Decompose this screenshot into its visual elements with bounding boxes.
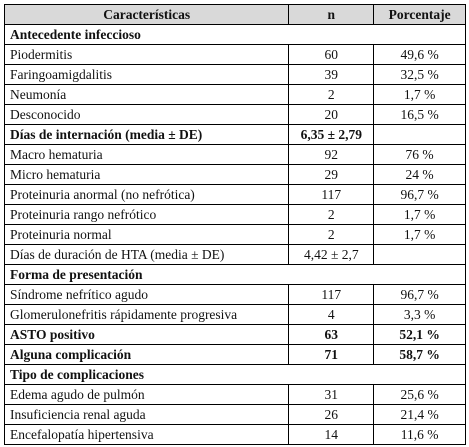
value-cell: 117 bbox=[288, 184, 375, 205]
data-row: Días de duración de HTA (media ± DE) 4,42… bbox=[3, 244, 466, 265]
value-cell: 6,35 ± 2,79 bbox=[288, 124, 375, 145]
data-row: Encefalopatía hipertensiva 14 11,6 % bbox=[3, 424, 466, 445]
value-cell: 96,7 % bbox=[373, 284, 466, 305]
label-cell: Piodermitis bbox=[3, 44, 290, 65]
header-row: Características n Porcentaje bbox=[3, 4, 466, 25]
value-cell: 21,4 % bbox=[373, 404, 466, 425]
label-cell: Forma de presentación bbox=[4, 264, 466, 285]
label-cell: Insuficiencia renal aguda bbox=[3, 404, 290, 425]
label-cell: Micro hematuria bbox=[3, 164, 290, 185]
label-cell: Encefalopatía hipertensiva bbox=[3, 424, 290, 445]
label-cell: Proteinuria rango nefrótico bbox=[3, 204, 290, 225]
label-cell: Macro hematuria bbox=[3, 144, 290, 165]
value-cell: 25,6 % bbox=[373, 384, 466, 405]
label-cell: ASTO positivo bbox=[3, 324, 290, 345]
data-row: Piodermitis 60 49,6 % bbox=[3, 44, 466, 65]
data-row: Desconocido 20 16,5 % bbox=[3, 104, 466, 125]
label-cell: Alguna complicación bbox=[3, 344, 290, 365]
value-cell: 1,7 % bbox=[373, 204, 466, 225]
value-cell: 60 bbox=[288, 44, 375, 65]
empty-cell bbox=[373, 244, 466, 265]
value-cell: 31 bbox=[288, 384, 375, 405]
data-table: Características n Porcentaje Antecedente i… bbox=[3, 4, 466, 445]
label-cell: Faringoamigdalitis bbox=[3, 64, 290, 85]
data-row: Proteinuria normal 2 1,7 % bbox=[3, 224, 466, 245]
label-cell: Antecedente infeccioso bbox=[4, 24, 466, 45]
value-cell: 63 bbox=[288, 324, 375, 345]
value-cell: 24 % bbox=[373, 164, 466, 185]
value-cell: 58,7 % bbox=[373, 344, 466, 365]
value-cell: 39 bbox=[288, 64, 375, 85]
value-cell: 11,6 % bbox=[373, 424, 466, 445]
data-row: Glomerulonefritis rápidamente progresiva… bbox=[3, 304, 466, 325]
header-cell: Características bbox=[3, 4, 290, 25]
value-cell: 96,7 % bbox=[373, 184, 466, 205]
label-cell: Proteinuria normal bbox=[3, 224, 290, 245]
data-row: ASTO positivo 63 52,1 % bbox=[3, 324, 466, 345]
value-cell: 1,7 % bbox=[373, 84, 466, 105]
data-row: Macro hematuria 92 76 % bbox=[3, 144, 466, 165]
value-cell: 52,1 % bbox=[373, 324, 466, 345]
label-cell: Días de duración de HTA (media ± DE) bbox=[3, 244, 290, 265]
value-cell: 3,3 % bbox=[373, 304, 466, 325]
label-cell: Glomerulonefritis rápidamente progresiva bbox=[3, 304, 290, 325]
value-cell: 16,5 % bbox=[373, 104, 466, 125]
header-cell: n bbox=[288, 4, 375, 25]
value-cell: 20 bbox=[288, 104, 375, 125]
value-cell: 14 bbox=[288, 424, 375, 445]
data-row: Faringoamigdalitis 39 32,5 % bbox=[3, 64, 466, 85]
value-cell: 76 % bbox=[373, 144, 466, 165]
value-cell: 2 bbox=[288, 224, 375, 245]
value-cell: 4,42 ± 2,7 bbox=[288, 244, 375, 265]
data-row: Proteinuria anormal (no nefrótica) 117 96,… bbox=[3, 184, 466, 205]
label-cell: Edema agudo de pulmón bbox=[3, 384, 290, 405]
table-body: Antecedente infeccioso Piodermitis 60 49,6 … bbox=[3, 24, 466, 445]
label-cell: Tipo de complicaciones bbox=[4, 364, 466, 385]
value-cell: 4 bbox=[288, 304, 375, 325]
value-cell: 92 bbox=[288, 144, 375, 165]
data-row: Síndrome nefrítico agudo 117 96,7 % bbox=[3, 284, 466, 305]
value-cell: 1,7 % bbox=[373, 224, 466, 245]
data-row: Micro hematuria 29 24 % bbox=[3, 164, 466, 185]
label-cell: Desconocido bbox=[3, 104, 290, 125]
data-row: Edema agudo de pulmón 31 25,6 % bbox=[3, 384, 466, 405]
label-cell: Neumonía bbox=[3, 84, 290, 105]
value-cell: 29 bbox=[288, 164, 375, 185]
value-cell: 49,6 % bbox=[373, 44, 466, 65]
value-cell: 2 bbox=[288, 204, 375, 225]
header-cell: Porcentaje bbox=[373, 4, 466, 25]
table-head: Características n Porcentaje bbox=[3, 4, 466, 25]
value-cell: 71 bbox=[288, 344, 375, 365]
label-cell: Proteinuria anormal (no nefrótica) bbox=[3, 184, 290, 205]
value-cell: 2 bbox=[288, 84, 375, 105]
value-cell: 26 bbox=[288, 404, 375, 425]
label-cell: Síndrome nefrítico agudo bbox=[3, 284, 290, 305]
section-row: Forma de presentación bbox=[4, 264, 466, 285]
data-row: Días de internación (media ± DE) 6,35 ± 2… bbox=[3, 124, 466, 145]
data-row: Alguna complicación 71 58,7 % bbox=[3, 344, 466, 365]
empty-cell bbox=[373, 124, 466, 145]
value-cell: 117 bbox=[288, 284, 375, 305]
section-row: Antecedente infeccioso bbox=[4, 24, 466, 45]
data-row: Neumonía 2 1,7 % bbox=[3, 84, 466, 105]
label-cell: Días de internación (media ± DE) bbox=[3, 124, 290, 145]
data-row: Insuficiencia renal aguda 26 21,4 % bbox=[3, 404, 466, 425]
value-cell: 32,5 % bbox=[373, 64, 466, 85]
data-row: Proteinuria rango nefrótico 2 1,7 % bbox=[3, 204, 466, 225]
section-row: Tipo de complicaciones bbox=[4, 364, 466, 385]
